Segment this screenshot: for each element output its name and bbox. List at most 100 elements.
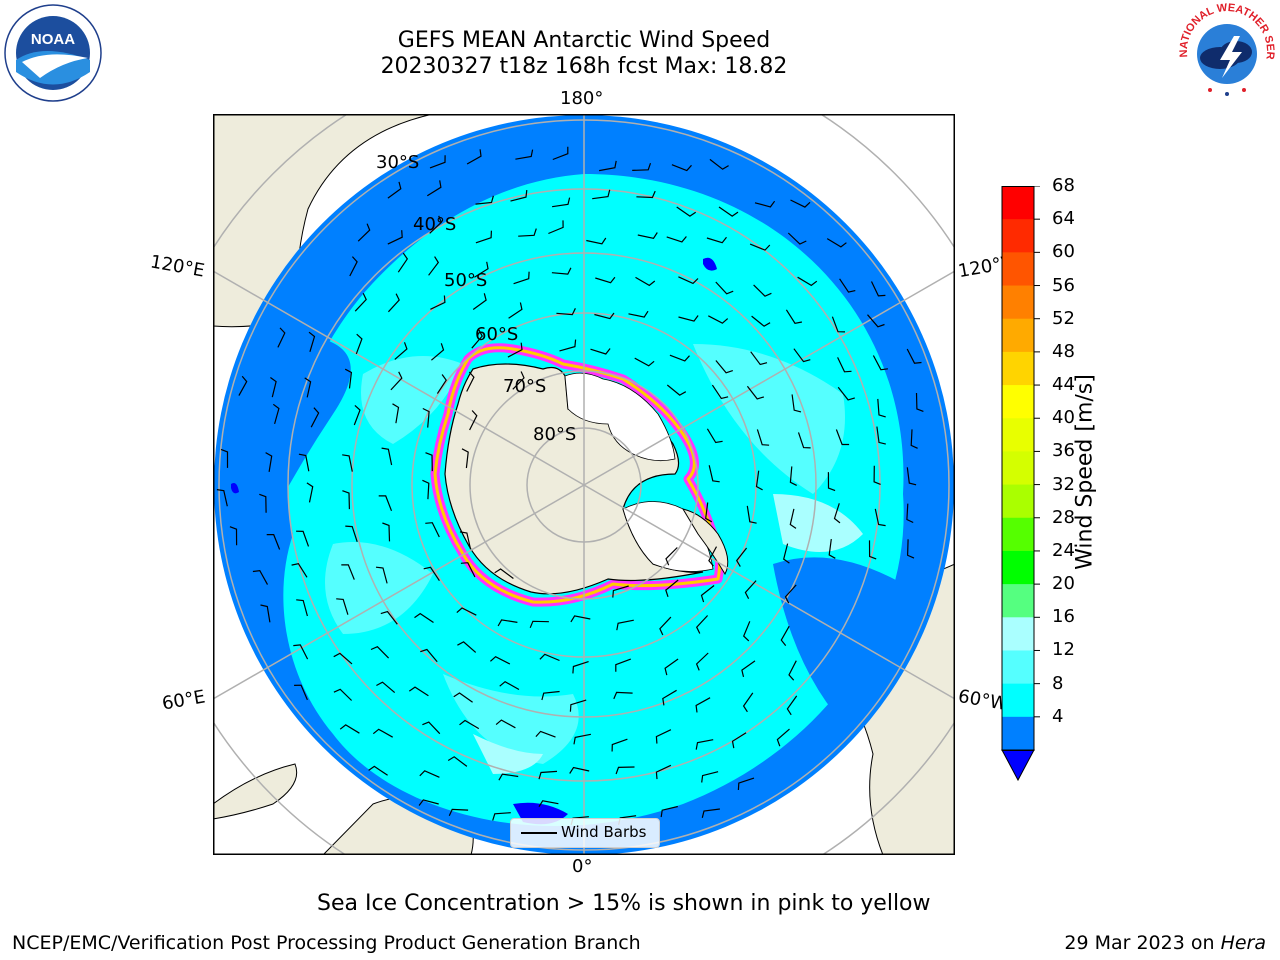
wind-barb (422, 721, 441, 735)
colorbar-bin (1002, 584, 1034, 618)
wind-barb (418, 799, 439, 806)
wind-barb (598, 160, 617, 172)
colorbar-tick-label: 56 (1052, 274, 1075, 296)
wind-barb (333, 688, 353, 701)
wind-barb (336, 598, 349, 615)
wind-barb (701, 808, 720, 818)
colorbar-tick-label: 24 (1052, 539, 1075, 561)
wind-barb (664, 658, 679, 676)
colorbar-under-triangle (1001, 749, 1035, 782)
latitude-label-80s: 80°S (533, 424, 577, 445)
wind-barb (539, 653, 560, 662)
latitude-label-50s: 50°S (444, 270, 488, 291)
wind-barb (790, 199, 811, 208)
wind-barb (538, 800, 559, 808)
footer-date: 29 Mar 2023 on Hera (1064, 932, 1266, 954)
wind-barb (789, 466, 797, 486)
wind-barb (632, 163, 652, 171)
longitude-label-120e: 120°E (148, 251, 207, 282)
wind-barb (447, 756, 468, 767)
colorbar-bin (1002, 550, 1034, 585)
colorbar (998, 185, 1040, 786)
wind-barb (833, 503, 841, 524)
wind-barb (431, 343, 445, 361)
colorbar-tick-label: 52 (1052, 307, 1075, 329)
wind-barb (559, 339, 577, 352)
wind-barb (342, 490, 350, 510)
wind-barb (426, 180, 442, 197)
wind-barb (456, 607, 477, 616)
wind-barb (906, 539, 915, 559)
wind-barb (466, 149, 482, 165)
wind-barb (475, 230, 492, 244)
wind-barb (420, 648, 438, 663)
wind-barb (387, 293, 400, 313)
wind-barb (428, 256, 440, 276)
wind-barb (423, 566, 440, 582)
wind-barb (512, 371, 525, 390)
wind-barb (372, 728, 393, 738)
wind-barb (671, 164, 692, 172)
wind-barb (472, 293, 487, 310)
wind-barb (397, 252, 409, 273)
longitude-label-0: 0° (572, 856, 593, 877)
wind-barb (695, 697, 711, 713)
wind-barb (906, 467, 917, 486)
wind-barb (906, 503, 914, 524)
wind-barb (751, 315, 771, 327)
colorbar-tick-label: 64 (1052, 208, 1075, 230)
wind-barb (414, 612, 434, 623)
wind-barb (590, 348, 611, 355)
wind-barb (541, 690, 560, 701)
wind-barb (634, 357, 655, 367)
wind-barb (870, 281, 886, 297)
sea-ice-note: Sea Ice Concentration > 15% is shown in … (317, 891, 931, 916)
wind-barb (474, 261, 489, 278)
wind-barb (216, 489, 228, 507)
colorbar-tick-label: 12 (1052, 639, 1075, 661)
ross-ice-shelf (564, 372, 676, 462)
wind-barb (460, 562, 476, 578)
colorbar-tick-label: 4 (1052, 705, 1064, 727)
wind-barb (788, 660, 797, 681)
wind-barb (868, 540, 877, 560)
wind-barb (499, 680, 520, 691)
wind-barb (915, 392, 924, 412)
colorbar-bin (1002, 716, 1034, 751)
wind-barb (793, 348, 811, 363)
wind-barb (310, 407, 320, 428)
wind-barb (408, 686, 429, 697)
wind-barb (260, 604, 271, 623)
wind-barb (611, 738, 628, 752)
wind-barb (708, 546, 718, 567)
colorbar-bin (1002, 650, 1034, 685)
wind-barb (492, 812, 511, 821)
wind-barb (780, 625, 790, 646)
wind-barb (382, 522, 391, 542)
colorbar-bin (1002, 385, 1034, 419)
wind-barb (349, 256, 358, 277)
wind-barb (785, 309, 803, 324)
wind-barb (339, 724, 360, 734)
colorbar-tick-label: 20 (1052, 573, 1075, 595)
wind-barb (272, 403, 280, 425)
wind-barb (874, 508, 886, 527)
wind-barb (753, 284, 772, 297)
wind-barb (666, 236, 687, 243)
latitude-label-30s: 30°S (376, 152, 420, 173)
wind-barb (700, 585, 715, 603)
wind-barb (354, 292, 367, 312)
wind-barb (552, 197, 571, 208)
wind-barb (701, 771, 719, 783)
wind-barb (378, 495, 393, 512)
wind-barb (615, 766, 635, 775)
wind-barb (789, 508, 797, 529)
wind-barb (429, 155, 446, 169)
wind-barb (453, 692, 473, 703)
colorbar-frame (1001, 186, 1035, 751)
colorbar-tick-label: 8 (1052, 672, 1064, 694)
wind-barb (715, 360, 733, 374)
wind-barb (229, 526, 238, 546)
wind-barb (381, 447, 393, 466)
wind-barb (298, 453, 310, 472)
